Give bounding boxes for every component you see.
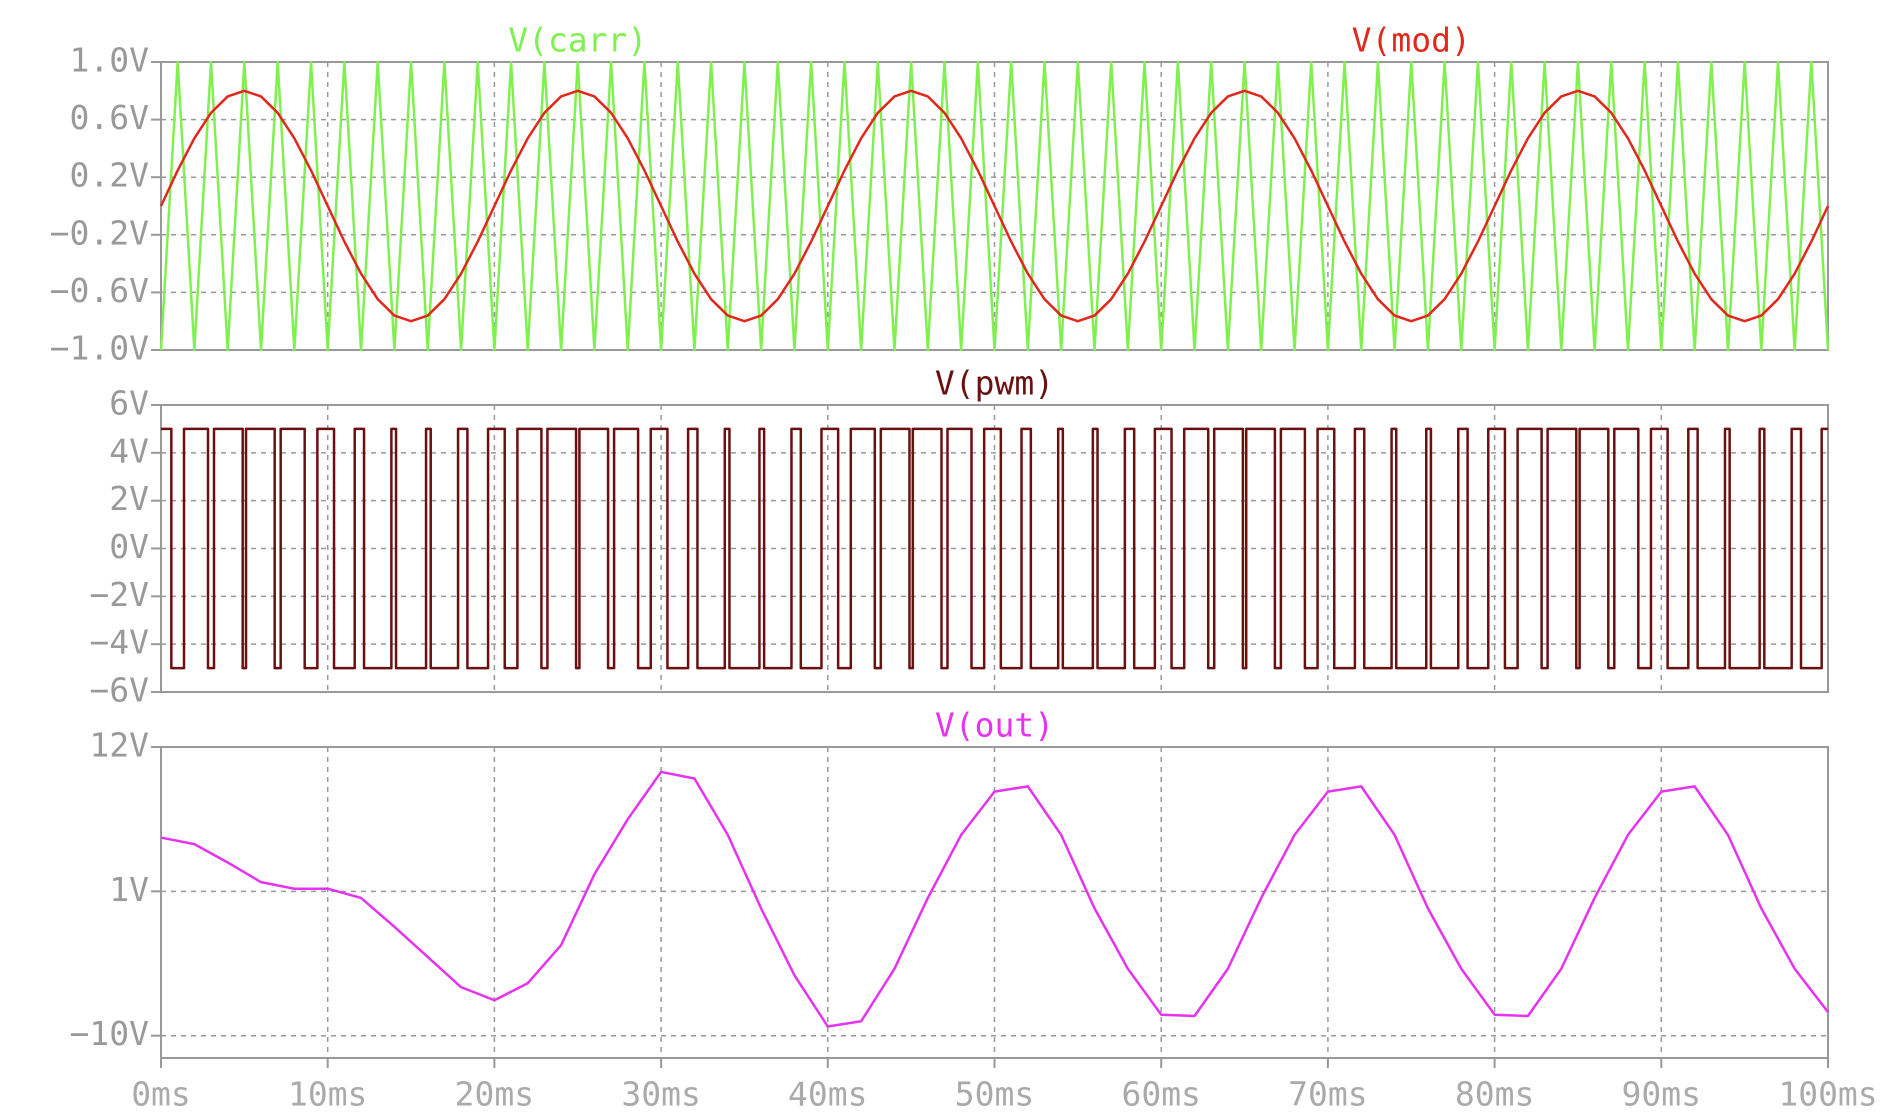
x-tick-label: 30ms [621, 1075, 700, 1114]
legend-label: V(mod) [1352, 21, 1471, 60]
x-tick-label: 50ms [955, 1075, 1034, 1114]
y-tick-label: −4V [89, 623, 149, 662]
y-tick-label: 0V [109, 527, 149, 566]
y-tick-label: −6V [89, 671, 149, 710]
series-line [161, 427, 1828, 670]
series-line [159, 60, 1830, 352]
x-tick-label: 0ms [131, 1075, 191, 1114]
x-tick-label: 20ms [455, 1075, 534, 1114]
y-tick-label: −0.6V [50, 271, 149, 310]
y-tick-label: 2V [109, 479, 149, 518]
y-tick-label: −0.2V [50, 213, 149, 252]
series-line [159, 89, 1830, 323]
y-tick-label: −2V [89, 575, 149, 614]
y-tick-label: 0.6V [70, 98, 149, 137]
x-tick-label: 80ms [1455, 1075, 1534, 1114]
y-tick-label: 4V [109, 431, 149, 470]
y-tick-label: 12V [89, 726, 149, 765]
x-tick-label: 90ms [1622, 1075, 1701, 1114]
x-tick-label: 70ms [1288, 1075, 1367, 1114]
y-tick-label: 1V [109, 870, 149, 909]
plot-frame [160, 746, 1829, 1059]
x-tick-label: 40ms [788, 1075, 867, 1114]
legend-label: V(pwm) [935, 364, 1054, 403]
y-tick-label: −10V [70, 1014, 149, 1053]
legend-label: V(carr) [508, 21, 647, 60]
series-line [160, 770, 1829, 1028]
y-tick-label: −1.0V [50, 329, 149, 368]
x-tick-label: 60ms [1121, 1075, 1200, 1114]
y-tick-label: 6V [109, 384, 149, 423]
y-tick-label: 1.0V [70, 41, 149, 80]
x-tick-label: 10ms [288, 1075, 367, 1114]
x-tick-label: 100ms [1778, 1075, 1877, 1114]
y-tick-label: 0.2V [70, 156, 149, 195]
legend-label: V(out) [935, 706, 1054, 745]
plot-frame [160, 404, 1829, 693]
